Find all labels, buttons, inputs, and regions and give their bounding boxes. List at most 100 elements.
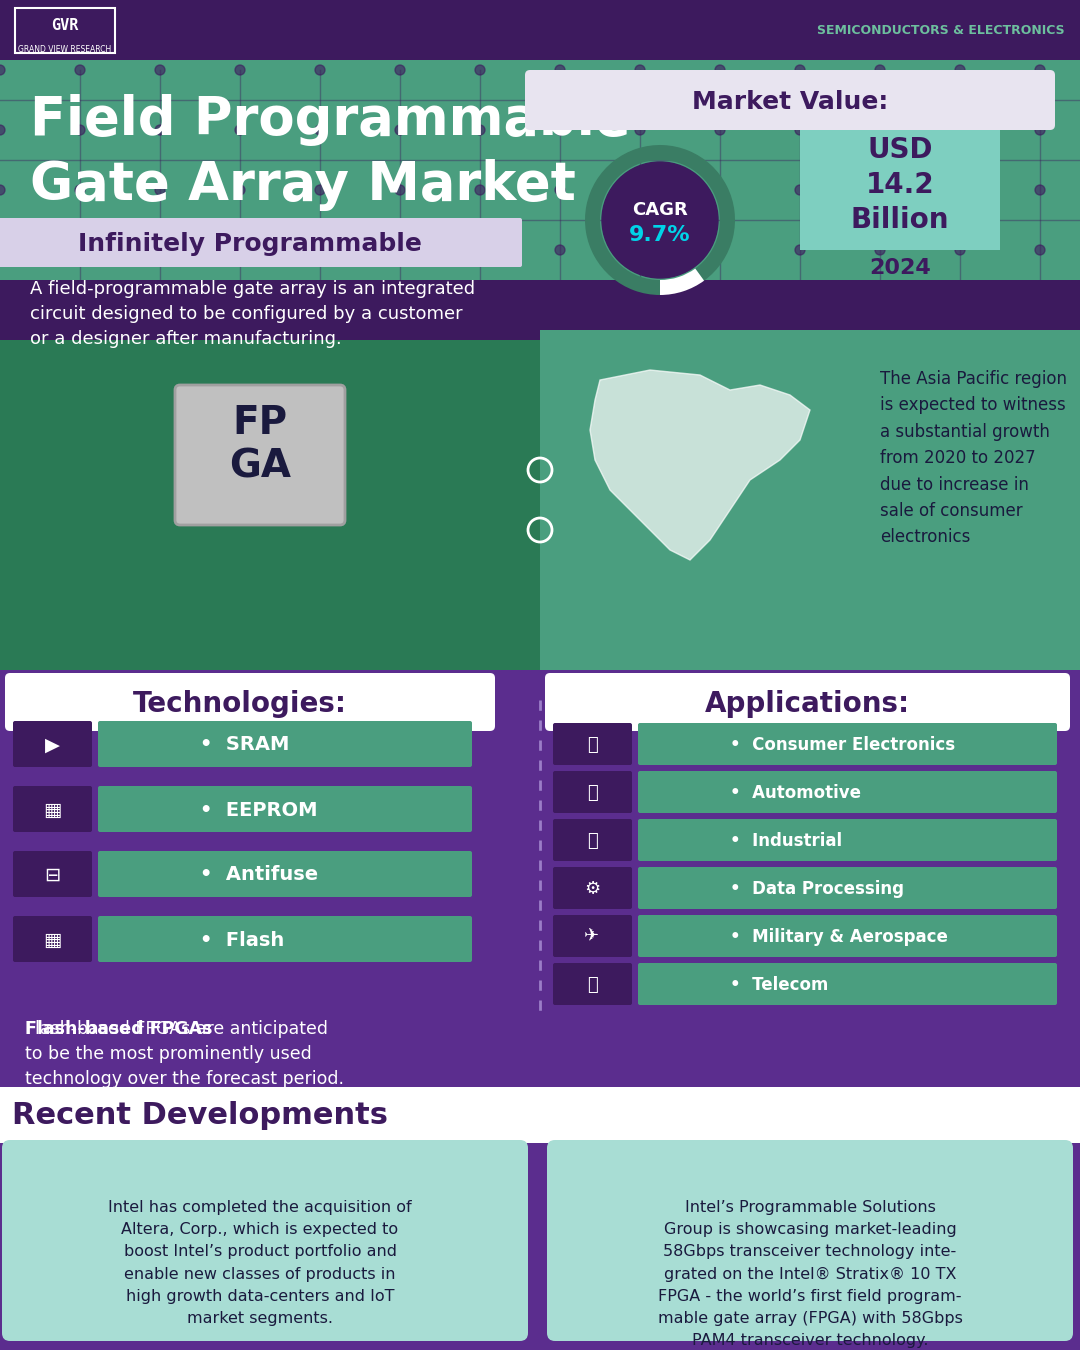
Text: ✈: ✈ <box>584 927 599 946</box>
FancyBboxPatch shape <box>98 786 472 832</box>
Circle shape <box>235 126 245 135</box>
Circle shape <box>795 65 805 76</box>
Wedge shape <box>660 269 704 296</box>
FancyBboxPatch shape <box>13 917 92 963</box>
Circle shape <box>875 65 885 76</box>
Circle shape <box>875 244 885 255</box>
Text: Field Programmable: Field Programmable <box>30 95 631 146</box>
FancyBboxPatch shape <box>13 721 92 767</box>
Circle shape <box>475 65 485 76</box>
Text: •  SRAM: • SRAM <box>200 736 289 755</box>
Circle shape <box>602 162 718 278</box>
Text: •  EEPROM: • EEPROM <box>200 801 318 819</box>
Circle shape <box>235 244 245 255</box>
Text: •  Flash: • Flash <box>200 930 284 949</box>
Text: 📡: 📡 <box>586 976 597 994</box>
Text: GVR: GVR <box>52 18 79 32</box>
Circle shape <box>1035 65 1045 76</box>
FancyBboxPatch shape <box>98 850 472 896</box>
Circle shape <box>715 244 725 255</box>
FancyBboxPatch shape <box>5 674 495 730</box>
Circle shape <box>75 65 85 76</box>
Circle shape <box>555 185 565 194</box>
FancyBboxPatch shape <box>13 850 92 896</box>
Text: Gate Array Market: Gate Array Market <box>30 159 576 211</box>
FancyBboxPatch shape <box>0 340 540 671</box>
FancyBboxPatch shape <box>638 819 1057 861</box>
Circle shape <box>395 126 405 135</box>
Text: ⊟: ⊟ <box>44 865 60 884</box>
FancyBboxPatch shape <box>0 670 1080 1350</box>
FancyBboxPatch shape <box>0 1087 1080 1143</box>
Text: FP
GA: FP GA <box>229 404 291 486</box>
Text: Intel has completed the acquisition of
Altera, Corp., which is expected to
boost: Intel has completed the acquisition of A… <box>108 1200 411 1326</box>
Text: •  Automotive: • Automotive <box>730 784 861 802</box>
FancyBboxPatch shape <box>553 867 632 909</box>
Circle shape <box>635 65 645 76</box>
Circle shape <box>475 244 485 255</box>
Text: •  Consumer Electronics: • Consumer Electronics <box>730 736 955 755</box>
FancyBboxPatch shape <box>638 915 1057 957</box>
FancyBboxPatch shape <box>546 1139 1074 1341</box>
Circle shape <box>795 185 805 194</box>
Text: 2024: 2024 <box>869 258 931 278</box>
Circle shape <box>555 126 565 135</box>
FancyBboxPatch shape <box>98 721 472 767</box>
Text: Technologies:: Technologies: <box>133 690 347 718</box>
Text: ▶: ▶ <box>44 736 59 755</box>
Text: A field-programmable gate array is an integrated
circuit designed to be configur: A field-programmable gate array is an in… <box>30 279 475 348</box>
Text: Applications:: Applications: <box>704 690 909 718</box>
Polygon shape <box>590 370 810 560</box>
Text: ▦: ▦ <box>43 801 62 819</box>
Circle shape <box>475 126 485 135</box>
Text: Flash-based FPGAs: Flash-based FPGAs <box>25 1021 213 1038</box>
Circle shape <box>1035 126 1045 135</box>
Text: •  Antifuse: • Antifuse <box>200 865 319 884</box>
Circle shape <box>0 126 5 135</box>
FancyBboxPatch shape <box>525 70 1055 130</box>
Circle shape <box>955 244 966 255</box>
Circle shape <box>156 185 165 194</box>
Text: The Asia Pacific region
is expected to witness
a substantial growth
from 2020 to: The Asia Pacific region is expected to w… <box>880 370 1067 547</box>
Circle shape <box>635 185 645 194</box>
Text: 📺: 📺 <box>586 736 597 755</box>
FancyBboxPatch shape <box>799 130 1000 250</box>
Circle shape <box>315 65 325 76</box>
Circle shape <box>955 126 966 135</box>
Text: USD
14.2
Billion: USD 14.2 Billion <box>851 136 949 234</box>
Text: ▦: ▦ <box>43 930 62 949</box>
Text: GRAND VIEW RESEARCH: GRAND VIEW RESEARCH <box>18 46 111 54</box>
Text: 9.7%: 9.7% <box>630 225 691 244</box>
Text: •  Military & Aerospace: • Military & Aerospace <box>730 927 948 946</box>
Circle shape <box>1035 185 1045 194</box>
FancyBboxPatch shape <box>545 674 1070 730</box>
Circle shape <box>0 244 5 255</box>
Circle shape <box>395 65 405 76</box>
Circle shape <box>395 185 405 194</box>
Circle shape <box>955 185 966 194</box>
Text: Infinitely Programmable: Infinitely Programmable <box>78 232 422 256</box>
Text: Intel’s Programmable Solutions
Group is showcasing market-leading
58Gbps transce: Intel’s Programmable Solutions Group is … <box>658 1200 962 1349</box>
Circle shape <box>315 185 325 194</box>
FancyBboxPatch shape <box>2 1139 528 1341</box>
Text: ⚙: ⚙ <box>584 880 600 898</box>
Text: 🏭: 🏭 <box>586 832 597 850</box>
Text: CAGR: CAGR <box>632 201 688 219</box>
Circle shape <box>75 185 85 194</box>
Circle shape <box>715 65 725 76</box>
FancyBboxPatch shape <box>0 0 1080 61</box>
FancyBboxPatch shape <box>98 917 472 963</box>
FancyBboxPatch shape <box>553 724 632 765</box>
Circle shape <box>156 126 165 135</box>
Circle shape <box>795 244 805 255</box>
Circle shape <box>795 126 805 135</box>
FancyBboxPatch shape <box>0 59 1080 281</box>
Text: Flash-based FPGAs are anticipated
to be the most prominently used
technology ove: Flash-based FPGAs are anticipated to be … <box>25 1021 345 1088</box>
Circle shape <box>156 244 165 255</box>
Circle shape <box>875 185 885 194</box>
FancyBboxPatch shape <box>553 915 632 957</box>
Circle shape <box>555 65 565 76</box>
FancyBboxPatch shape <box>0 217 522 267</box>
Text: •  Telecom: • Telecom <box>730 976 828 994</box>
Text: •  Industrial: • Industrial <box>730 832 842 850</box>
